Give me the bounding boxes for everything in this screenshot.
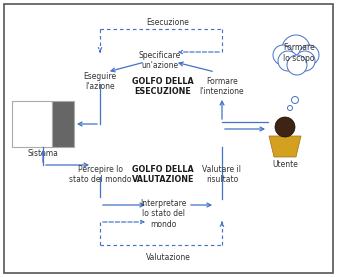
Text: GOLFO DELLA
VALUTAZIONE: GOLFO DELLA VALUTAZIONE	[132, 165, 194, 184]
Text: Percepire lo
stato del mondo: Percepire lo stato del mondo	[69, 165, 131, 184]
Circle shape	[287, 106, 293, 111]
Text: Sistema: Sistema	[28, 149, 58, 158]
Text: GOLFO DELLA
ESECUZIONE: GOLFO DELLA ESECUZIONE	[132, 77, 194, 96]
FancyBboxPatch shape	[4, 4, 333, 273]
Text: Valutazione: Valutazione	[146, 253, 190, 262]
Text: Formare
l'intenzione: Formare l'intenzione	[200, 77, 244, 96]
Text: Interpretare
lo stato del
mondo: Interpretare lo stato del mondo	[140, 199, 186, 229]
Circle shape	[282, 35, 310, 63]
Polygon shape	[269, 136, 301, 157]
Circle shape	[278, 51, 298, 71]
Bar	[52, 101, 74, 147]
Circle shape	[292, 96, 299, 104]
Circle shape	[299, 45, 319, 65]
Bar	[12, 101, 52, 147]
Text: Valutare il
risultato: Valutare il risultato	[203, 165, 242, 184]
Text: Specificare
un'azione: Specificare un'azione	[139, 51, 181, 70]
Circle shape	[287, 55, 307, 75]
Text: Eseguire
l'azione: Eseguire l'azione	[84, 72, 117, 91]
Ellipse shape	[275, 117, 295, 137]
Text: Esecuzione: Esecuzione	[147, 18, 189, 27]
Text: Utente: Utente	[272, 160, 298, 169]
Circle shape	[295, 51, 315, 71]
Circle shape	[273, 45, 293, 65]
Text: Formare
lo scopo: Formare lo scopo	[283, 43, 315, 63]
